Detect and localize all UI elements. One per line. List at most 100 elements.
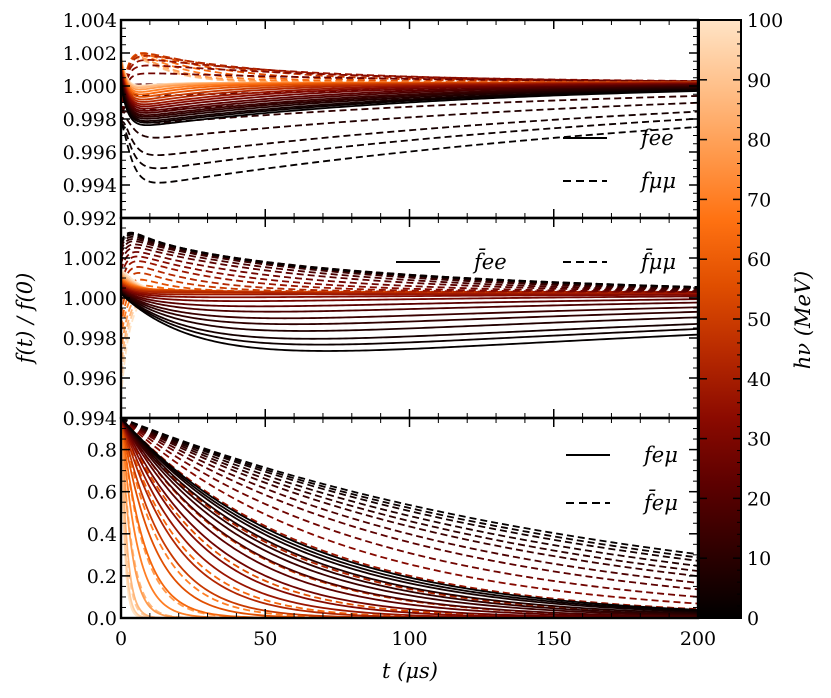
series-lines-top	[121, 52, 698, 184]
y-tick-label: 0.996	[63, 368, 117, 390]
y-tick-label: 0.4	[87, 524, 117, 546]
solid-series-line-3MeV	[121, 292, 698, 346]
solid-series-line-32MeV	[121, 285, 698, 299]
solid-series-line-3MeV	[121, 418, 698, 612]
legend-label: f̄eμ	[642, 489, 678, 515]
solid-series-line-18MeV	[121, 75, 698, 114]
dashed-series-line-70MeV	[121, 418, 698, 618]
dashed-series-line-3MeV	[121, 232, 698, 288]
panel-middle: 0.994 0.996 0.998 1.000 1.002 f̄ee f̄μμ	[63, 216, 700, 430]
colorbar-tick-label: 40	[747, 369, 771, 391]
y-tick-label: 1.002	[63, 43, 117, 65]
colorbar-tick-label: 10	[747, 548, 771, 570]
solid-series-line-3MeV	[121, 83, 698, 124]
y-tick-label: 0.994	[63, 175, 117, 197]
dashed-series-line-1MeV	[121, 123, 698, 184]
dashed-series-line-1MeV	[121, 418, 698, 556]
solid-series-line-5MeV	[121, 82, 698, 122]
y-tick-label: 0.998	[63, 328, 117, 350]
colorbar-tick-label: 60	[747, 249, 771, 271]
panel-bottom: 0.0 0.2 0.4 0.6 0.8 0 50 100 150 200 feμ f̄eμ	[87, 416, 716, 650]
solid-series-line-37MeV	[121, 284, 698, 296]
y-tick-label: 0.998	[63, 109, 117, 131]
dashed-series-line-8MeV	[121, 418, 698, 567]
solid-series-line-5MeV	[121, 418, 698, 613]
dashed-series-line-32MeV	[121, 418, 698, 605]
dashed-series-line-63MeV	[121, 52, 698, 125]
dashed-series-line-27MeV	[121, 251, 698, 293]
colorbar-tick-label: 50	[747, 309, 771, 331]
dashed-series-line-37MeV	[121, 260, 698, 294]
colorbar-tick-label: 90	[747, 70, 771, 92]
solid-series-line-11MeV	[121, 418, 698, 616]
x-tick-label: 100	[391, 628, 427, 650]
solid-series-line-1MeV	[121, 418, 698, 611]
solid-series-line-22MeV	[121, 74, 698, 112]
legend-label: fμμ	[639, 169, 676, 193]
dashed-series-line-32MeV	[121, 255, 698, 294]
x-tick-label: 0	[115, 628, 127, 650]
dashed-series-line-18MeV	[121, 243, 698, 292]
x-tick-label: 150	[536, 628, 572, 650]
y-tick-label: 1.000	[63, 288, 117, 310]
dashed-series-line-1MeV	[121, 231, 698, 288]
legend-bottom: feμ f̄eμ	[566, 443, 678, 515]
dashed-series-line-14MeV	[121, 418, 698, 578]
dashed-series-line-22MeV	[121, 418, 698, 591]
y-tick-label: 0.996	[63, 142, 117, 164]
dashed-series-line-32MeV	[121, 64, 698, 125]
dashed-series-line-27MeV	[121, 72, 698, 125]
ticks-top: 0.992 0.994 0.996 0.998 1.000 1.002 1.004	[63, 10, 699, 230]
dashed-series-line-27MeV	[121, 418, 698, 598]
solid-series-line-11MeV	[121, 78, 698, 118]
legend-label: feμ	[642, 443, 678, 467]
dashed-series-line-3MeV	[121, 117, 698, 170]
colorbar-tick-label: 20	[747, 488, 771, 510]
solid-series-line-18MeV	[121, 418, 698, 618]
y-tick-label: 1.000	[63, 76, 117, 98]
colorbar-tick-label: 80	[747, 130, 771, 152]
solid-series-line-70MeV	[121, 418, 698, 618]
y-tick-label: 0.6	[87, 482, 117, 504]
solid-series-line-78MeV	[121, 418, 698, 618]
dashed-series-line-3MeV	[121, 418, 698, 559]
ticks-bottom: 0.0 0.2 0.4 0.6 0.8 0 50 100 150 200	[87, 417, 716, 650]
colorbar-ticks: 0 10 20 30 40 50 60 70 80 90 100	[699, 10, 783, 630]
solid-series-line-22MeV	[121, 287, 698, 308]
ticks-middle: 0.994 0.996 0.998 1.000 1.002	[63, 217, 699, 430]
y-tick-label: 0.8	[87, 440, 117, 462]
solid-series-line-8MeV	[121, 80, 698, 120]
x-axis-label: t (μs)	[382, 659, 438, 683]
solid-series-line-5MeV	[121, 292, 698, 340]
solid-series-line-18MeV	[121, 288, 698, 313]
x-tick-label: 200	[680, 628, 716, 650]
solid-series-line-14MeV	[121, 418, 698, 617]
dashed-series-line-14MeV	[121, 240, 698, 291]
dashed-series-line-18MeV	[121, 418, 698, 584]
series-lines-middle	[121, 231, 698, 399]
y-axis-label: f(t) / f(0)	[13, 273, 37, 366]
series-lines-bottom	[121, 418, 698, 618]
legend-middle: f̄ee f̄μμ	[396, 248, 676, 274]
legend-label: fee	[639, 126, 674, 150]
panel-middle-frame	[119, 216, 700, 420]
dashed-series-line-5MeV	[121, 110, 698, 157]
dashed-series-line-43MeV	[121, 418, 698, 615]
y-tick-label: 0.0	[87, 608, 117, 630]
y-tick-label: 0.2	[87, 566, 117, 588]
legend-label: f̄μμ	[639, 248, 676, 274]
legend-top: fee fμμ	[563, 126, 676, 193]
dashed-series-line-49MeV	[121, 52, 698, 125]
solid-series-line-22MeV	[121, 418, 698, 618]
dashed-series-line-56MeV	[121, 418, 698, 618]
solid-series-line-8MeV	[121, 418, 698, 615]
y-tick-label: 1.002	[63, 248, 117, 270]
solid-series-line-27MeV	[121, 286, 698, 303]
solid-series-line-14MeV	[121, 289, 698, 320]
y-tick-label: 0.994	[63, 408, 117, 430]
solid-series-line-11MeV	[121, 290, 698, 326]
dashed-series-line-37MeV	[121, 59, 698, 125]
dashed-series-line-22MeV	[121, 246, 698, 293]
